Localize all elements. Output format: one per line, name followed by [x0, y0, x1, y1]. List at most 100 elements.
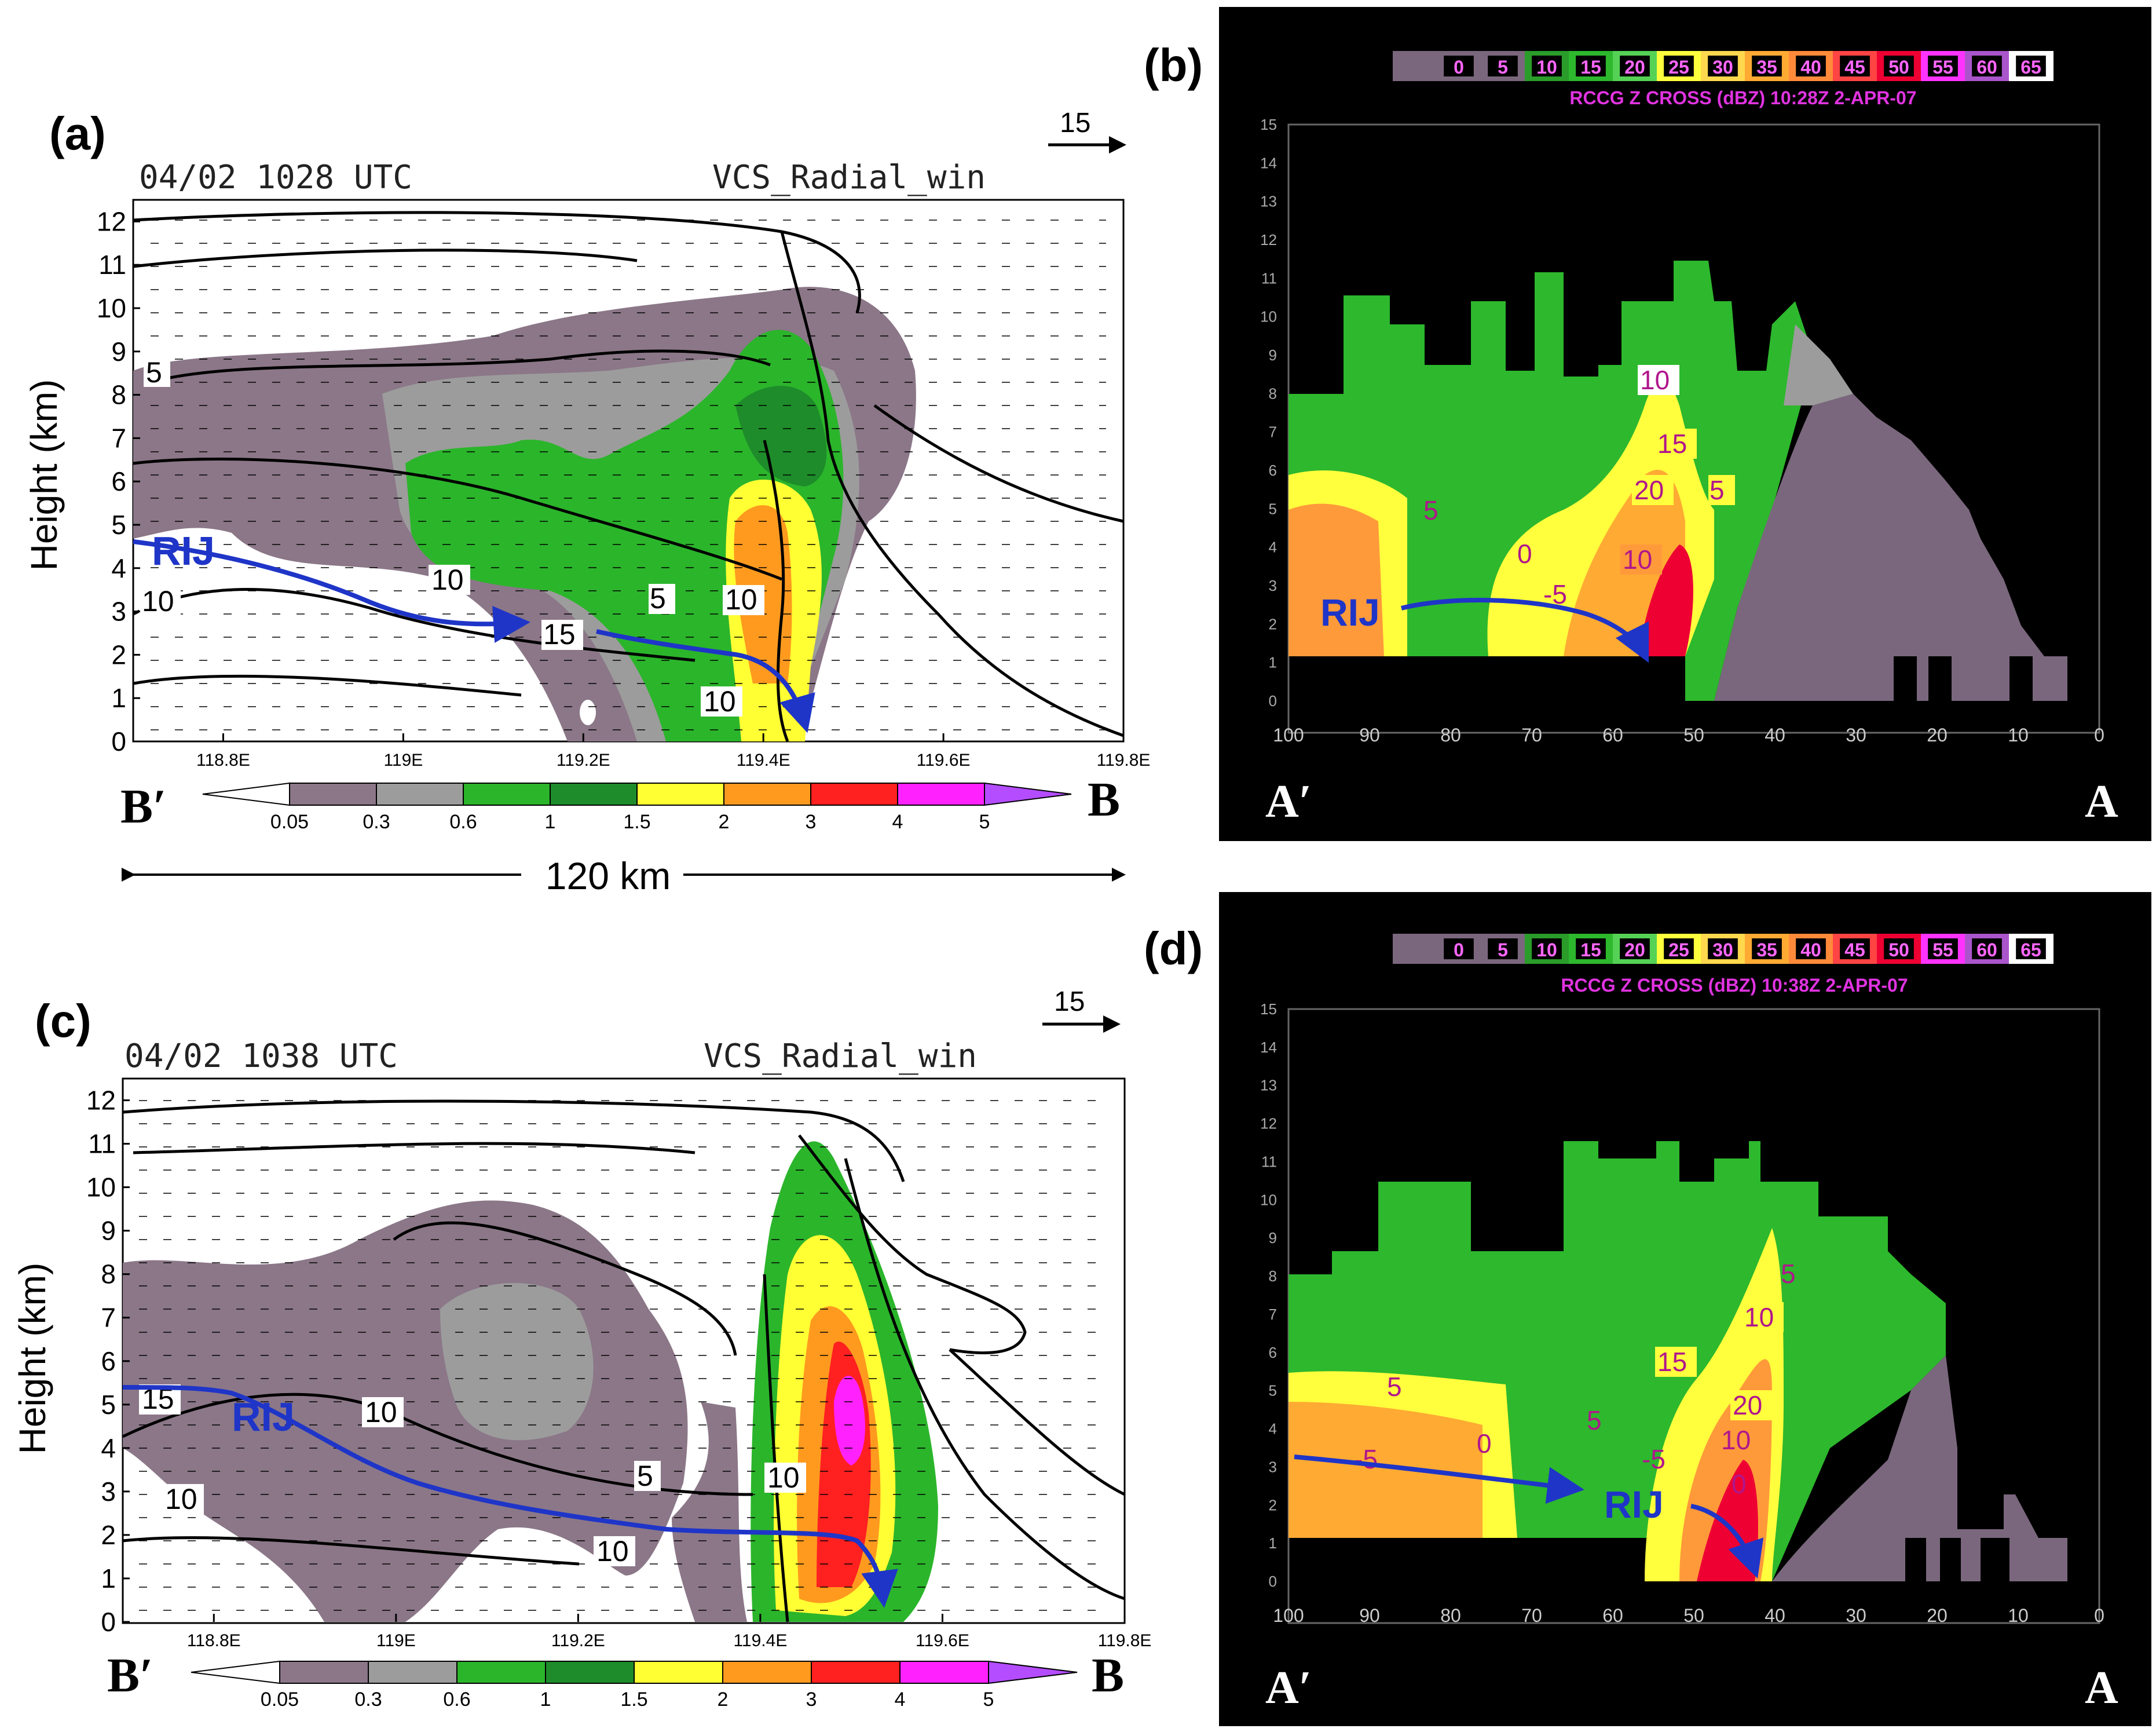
y-tick-label: 7: [111, 423, 126, 453]
panel-d-contour-label: 10: [1744, 1302, 1774, 1332]
panel-b-contour-label: 5: [1710, 475, 1725, 505]
panel-c-contour-label: 5: [637, 1460, 653, 1492]
colorbar-tick-label: 20: [1624, 940, 1645, 960]
panel-a-plot-area: 5 10 10 5 10 15 10 RIJ: [132, 199, 1125, 743]
panel-a-contour-label: 10: [142, 585, 174, 617]
panel-c-rij-arrow: [122, 1385, 898, 1608]
y-tick-label: 7: [1269, 423, 1277, 441]
x-tick-label: 119.2E: [557, 751, 610, 770]
colorbar-tick-label: 0: [1454, 57, 1464, 78]
y-tick-label: 5: [1269, 500, 1277, 517]
colorbar-tick-label: 5: [1498, 940, 1508, 960]
panel-d-contour-label: 0: [1732, 1469, 1747, 1499]
colorbar-tick-bg: [1752, 56, 1782, 76]
panel-c-shade-gray: [440, 1283, 594, 1441]
colorbar-tick-bg: [1532, 938, 1562, 959]
panel-c-contour-label: 10: [365, 1396, 397, 1428]
panel-a-contour-label: 15: [543, 618, 576, 650]
panel-b-echo-purple: [1714, 394, 2067, 701]
colorbar-tick-bg: [1444, 56, 1474, 76]
colorbar-tick-label: 40: [1800, 940, 1821, 960]
y-tick-label: 13: [1260, 193, 1277, 210]
colorbar-tick-label: 15: [1580, 57, 1601, 78]
colorbar-segment: [899, 1661, 989, 1684]
y-tick-label: 5: [1269, 1382, 1277, 1399]
colorbar-tick-bg: [1488, 938, 1518, 959]
x-tick-label: 100: [1273, 725, 1304, 745]
colorbar-segment: [202, 782, 290, 806]
panel-c-label: (c): [35, 995, 91, 1047]
panel-a-xaxis: 118.8E 119E 119.2E 119.4E 119.6E 119.8E: [196, 733, 1150, 770]
panel-d-echo: [1289, 1141, 2067, 1581]
panel-b: (b) 0 5 10 15 20 25 30 35 40 45 50 55 60 65 RCCG Z CR…: [1144, 7, 2151, 841]
y-tick-label: 7: [101, 1303, 116, 1333]
x-tick-label: 119.6E: [916, 1631, 969, 1650]
colorbar-tick-label: 5: [1498, 57, 1508, 78]
panel-d-contour-label: 5: [1387, 1372, 1402, 1402]
x-tick-label: 70: [1521, 1605, 1542, 1626]
panel-c-shade-purple2: [672, 1402, 747, 1622]
panel-b-rij-label: RIJ: [1320, 591, 1380, 634]
panel-d-contour-label: 15: [1657, 1347, 1687, 1377]
colorbar-tick-label: 20: [1624, 57, 1645, 78]
x-tick-label: 80: [1440, 1605, 1461, 1626]
colorbar-tick-label: 3: [806, 811, 817, 833]
colorbar-tick-label: 2: [719, 811, 730, 833]
x-tick-label: 0: [2094, 1605, 2104, 1626]
colorbar-segment: [634, 1661, 723, 1684]
colorbar-tick-label: 65: [2020, 57, 2041, 78]
y-tick-label: 2: [101, 1520, 116, 1550]
colorbar-tick-label: 3: [806, 1689, 817, 1711]
x-tick-label: 80: [1440, 725, 1461, 745]
colorbar-tick-bg: [2016, 56, 2046, 76]
panel-b-contour-label: 10: [1640, 365, 1670, 395]
panel-d-contour-label: -5: [1642, 1444, 1665, 1474]
colorbar-tick-label: 0.6: [443, 1689, 470, 1711]
panel-a-contour-label: 10: [725, 583, 757, 616]
panel-c-xlabel-left: B′: [107, 1649, 153, 1702]
x-tick-label: 119E: [376, 1631, 416, 1650]
y-tick-label: 13: [1260, 1077, 1277, 1094]
panel-d-rij-label: RIJ: [1604, 1483, 1664, 1526]
y-tick-label: 10: [1260, 1191, 1277, 1208]
panel-b-xlabel-right: A: [2085, 776, 2118, 827]
y-tick-label: 3: [1269, 1458, 1277, 1475]
panel-b-colorbar: 0 5 10 15 20 25 30 35 40 45 50 55 60 65: [1393, 51, 2053, 81]
colorbar-tick-label: 10: [1536, 940, 1557, 960]
colorbar-segment: [279, 1661, 369, 1684]
x-tick-label: 119.6E: [917, 751, 971, 770]
colorbar-tick-bg: [1796, 938, 1826, 959]
colorbar-tick-label: 35: [1756, 940, 1777, 960]
colorbar-tick-label: 25: [1668, 57, 1689, 78]
y-tick-label: 6: [111, 466, 126, 496]
x-tick-label: 40: [1765, 725, 1785, 745]
panel-a-contours: [132, 211, 1124, 742]
colorbar-tick-label: 1: [540, 1689, 551, 1711]
panel-d-contour-label: -5: [1354, 1444, 1378, 1474]
y-tick-label: 12: [1260, 231, 1277, 248]
x-tick-label: 60: [1602, 1605, 1623, 1626]
colorbar-tick-bg: [1928, 938, 1958, 959]
y-tick-label: 0: [1269, 1573, 1277, 1590]
panel-d-label: (d): [1144, 923, 1203, 974]
panel-d-title: RCCG Z CROSS (dBZ) 10:38Z 2-APR-07: [1561, 975, 1908, 996]
y-tick-label: 0: [101, 1607, 116, 1637]
panel-d-contour-label: 5: [1781, 1259, 1796, 1289]
panel-b-contour-label: 0: [1517, 539, 1532, 569]
y-tick-label: 1: [1269, 1534, 1277, 1552]
y-tick-label: 5: [101, 1390, 116, 1420]
panel-d-rij-arrow: [1294, 1454, 1584, 1504]
panel-a-contour-label: 5: [146, 356, 162, 389]
panel-b-xlabel-left: A′: [1265, 776, 1312, 827]
panel-c-shade-magenta: [834, 1376, 865, 1465]
colorbar-segment: [456, 1661, 546, 1684]
y-tick-label: 6: [101, 1346, 116, 1376]
y-tick-label: 2: [1269, 615, 1277, 633]
colorbar-tick-bg: [2016, 938, 2046, 959]
y-tick-label: 8: [1269, 1267, 1277, 1285]
y-tick-label: 11: [98, 250, 126, 280]
y-tick-label: 4: [111, 553, 126, 583]
panel-b-echo-red: [1639, 544, 1693, 656]
